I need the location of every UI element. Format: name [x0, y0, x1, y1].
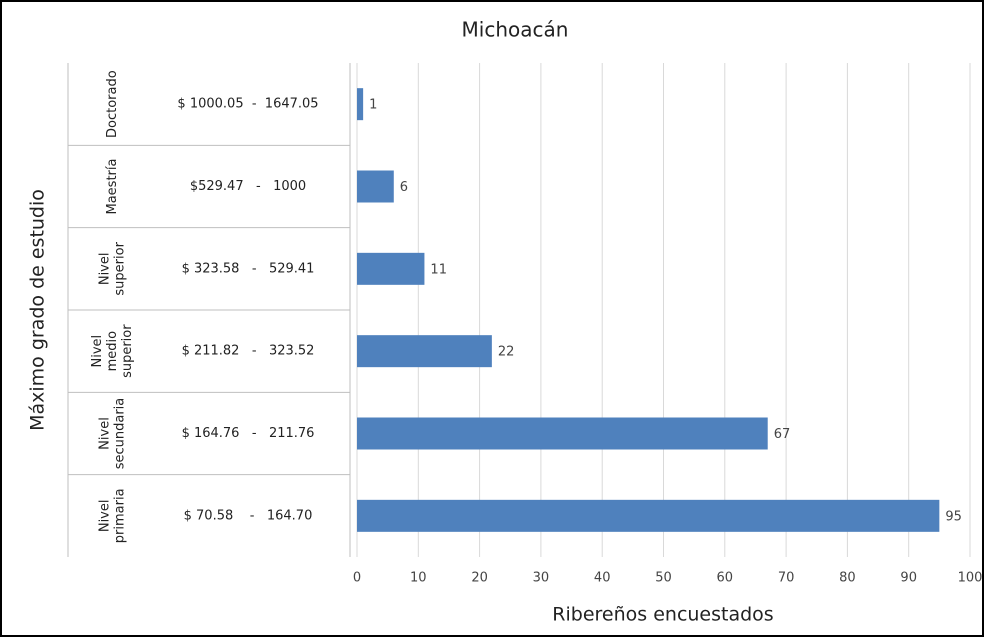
bar — [357, 335, 492, 368]
x-tick-label: 30 — [533, 571, 550, 586]
category-label: $ 1000.05 - 1647.05 — [177, 97, 318, 112]
data-label: 67 — [774, 427, 791, 442]
bar — [357, 252, 425, 285]
category-label: $ 164.76 - 211.76 — [182, 426, 315, 441]
group-label: Doctorado — [105, 70, 120, 138]
x-tick-label: 0 — [353, 571, 361, 586]
x-tick-label: 80 — [839, 571, 856, 586]
group-label: Maestría — [105, 159, 120, 215]
data-label: 95 — [945, 509, 962, 524]
x-tick-label: 90 — [900, 571, 917, 586]
group-label: Nivelsuperior — [97, 241, 127, 295]
data-label: 22 — [498, 345, 515, 360]
data-label: 11 — [430, 262, 447, 277]
category-label: $ 70.58 - 164.70 — [184, 508, 313, 523]
x-tick-label: 20 — [471, 571, 488, 586]
category-label: $ 211.82 - 323.52 — [182, 344, 315, 359]
bar — [357, 170, 394, 203]
x-tick-label: 40 — [594, 571, 611, 586]
x-tick-label: 100 — [958, 571, 983, 586]
group-label: Nivelprimaria — [97, 488, 127, 543]
bar — [357, 499, 940, 532]
x-tick-label: 70 — [778, 571, 795, 586]
y-axis-title: Máximo grado de estudio — [27, 189, 49, 431]
category-label: $ 323.58 - 529.41 — [182, 261, 315, 276]
x-tick-label: 60 — [717, 571, 734, 586]
bar — [357, 417, 768, 450]
data-label: 1 — [369, 98, 377, 113]
x-tick-label: 10 — [410, 571, 427, 586]
x-tick-label: 50 — [655, 571, 672, 586]
category-label: $529.47 - 1000 — [190, 179, 306, 194]
data-label: 6 — [400, 180, 408, 195]
group-label: Nivelmediosuperior — [90, 324, 135, 378]
chart-title: Michoacán — [462, 18, 569, 42]
bar — [357, 88, 364, 121]
group-label: Nivelsecundaria — [97, 398, 127, 470]
x-axis-title: Ribereños encuestados — [552, 604, 773, 626]
